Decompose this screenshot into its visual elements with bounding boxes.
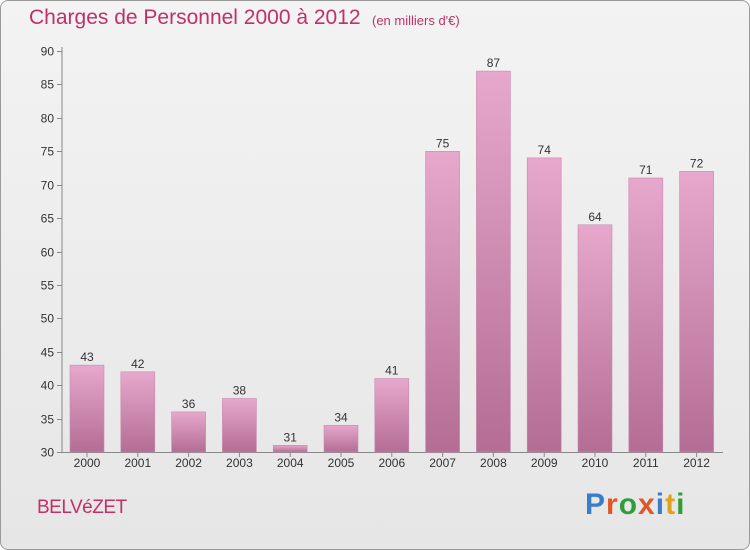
data-labels: 43 42 36 38 31 34 41 75 87 74 64 71 72 [80, 56, 703, 444]
y-tick-label: 75 [41, 145, 55, 159]
y-tick-label: 70 [41, 179, 55, 193]
data-label-2011: 71 [639, 163, 653, 177]
bar-2003 [222, 398, 257, 453]
x-tick-label-2000: 2000 [74, 456, 101, 470]
x-tick-label-2011: 2011 [633, 456, 659, 470]
y-tick-label: 55 [41, 279, 55, 293]
brand-letter: t [665, 488, 677, 521]
brand-letter: o [618, 488, 639, 521]
data-label-2008: 87 [487, 56, 501, 70]
data-label-2001: 42 [131, 357, 145, 371]
y-tick-label: 80 [41, 112, 55, 126]
bar-2012 [679, 171, 714, 453]
bar-2006 [374, 378, 410, 453]
data-label-2009: 74 [538, 143, 552, 157]
bar-2007 [425, 151, 460, 453]
y-tick-label: 30 [41, 446, 55, 460]
data-label-2012: 72 [690, 156, 704, 170]
x-axis: 2000 2001 2002 2003 2004 2005 2006 2007 2008 2009… [62, 452, 723, 470]
bar-2008 [476, 70, 511, 453]
data-label-2007: 75 [436, 136, 450, 150]
bars [69, 70, 714, 453]
x-tick-label-2001: 2001 [124, 456, 151, 470]
x-tick-label-2012: 2012 [683, 456, 710, 470]
data-label-2000: 43 [80, 350, 94, 364]
brand-letter: i [676, 488, 686, 521]
y-tick-label: 45 [41, 346, 55, 360]
y-tick-label: 35 [41, 413, 55, 427]
bar-2010 [577, 224, 613, 453]
x-tick-label-2006: 2006 [378, 456, 405, 470]
data-label-2005: 34 [334, 410, 348, 424]
x-tick-label-2005: 2005 [328, 456, 355, 470]
bar-2009 [526, 157, 562, 453]
y-tick-label: 40 [41, 379, 55, 393]
x-tick-label-2010: 2010 [582, 456, 609, 470]
y-tick-label: 85 [41, 78, 55, 92]
brand-letter: x [638, 488, 656, 521]
data-label-2002: 36 [182, 397, 196, 411]
x-tick-label-2007: 2007 [429, 456, 456, 470]
y-tick-label: 90 [41, 45, 55, 59]
data-label-2004: 31 [284, 430, 298, 444]
bar-2004 [272, 444, 308, 453]
y-tick-label: 50 [41, 312, 55, 326]
data-label-2010: 64 [588, 210, 602, 224]
x-tick-label-2004: 2004 [277, 456, 304, 470]
x-tick-label-2008: 2008 [480, 456, 507, 470]
bar-2002 [171, 411, 206, 453]
y-tick-label: 60 [41, 246, 55, 260]
chart-title: Charges de Personnel 2000 à 2012 [29, 6, 361, 29]
brand-letter: r [606, 488, 619, 521]
x-tick-label-2003: 2003 [226, 456, 253, 470]
brand-letter: i [655, 488, 666, 521]
x-tick-label-2002: 2002 [175, 456, 202, 470]
bar-2005 [323, 424, 359, 453]
brand-letter: P [585, 488, 607, 521]
x-tick-label-2009: 2009 [531, 456, 558, 470]
chart-subtitle: (en milliers d'€) [372, 13, 460, 28]
proxiti-logo: Proxiti [585, 488, 685, 522]
y-axis: 30 35 40 45 50 55 60 65 70 75 80 85 90 [41, 45, 63, 460]
data-label-2003: 38 [233, 384, 247, 398]
bar-2000 [69, 364, 105, 453]
data-label-2006: 41 [385, 363, 399, 377]
commune-name: BELVéZET [37, 497, 127, 518]
bar-2011 [628, 177, 664, 453]
bar-2001 [120, 371, 156, 453]
y-tick-label: 65 [41, 212, 55, 226]
